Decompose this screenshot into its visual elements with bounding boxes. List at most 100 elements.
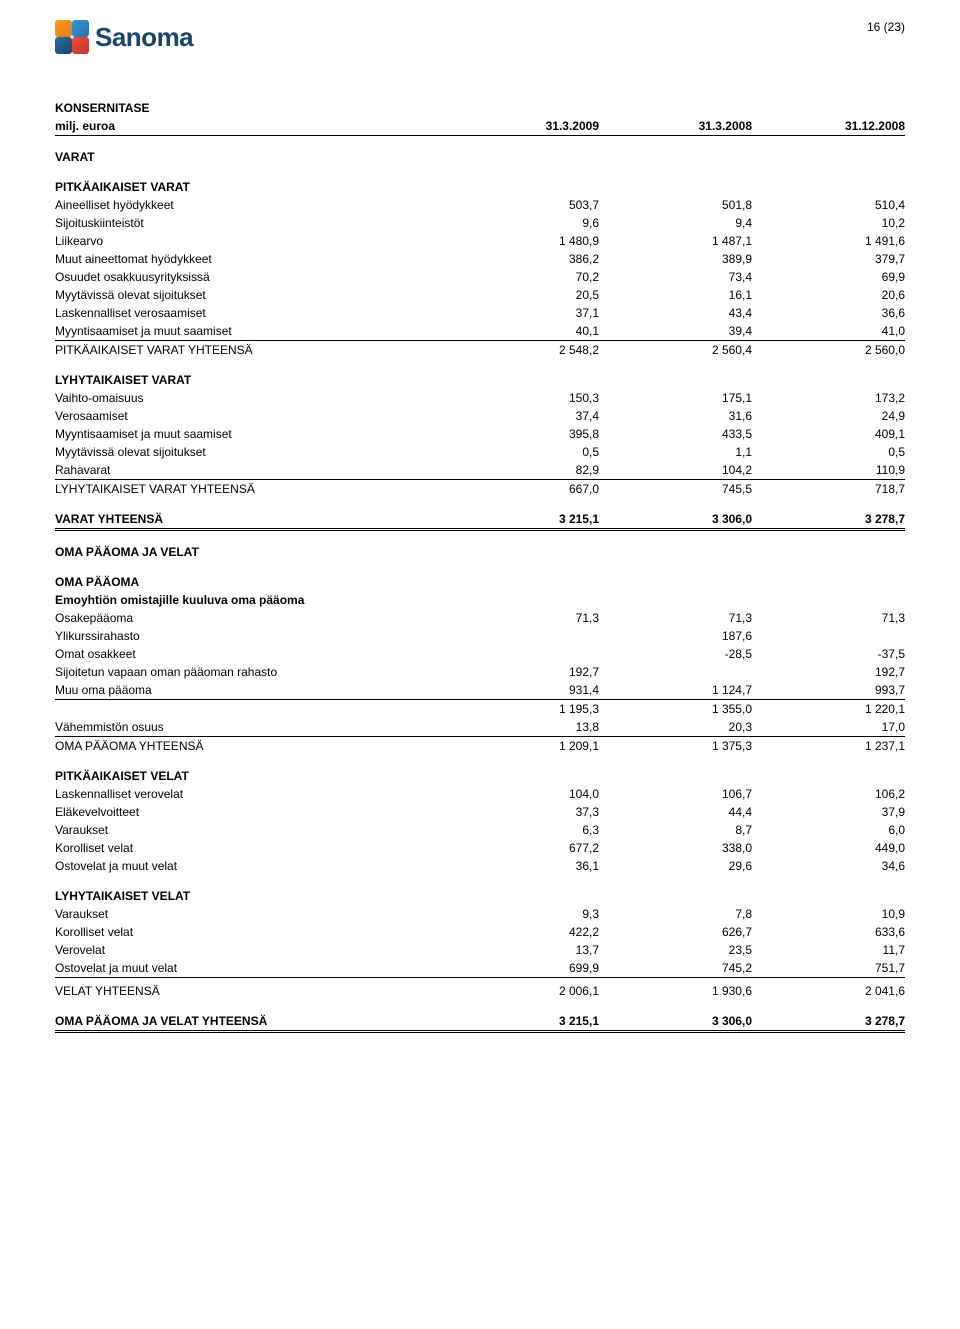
table-row: PITKÄAIKAISET VARAT YHTEENSÄ2 548,22 560… — [55, 341, 905, 360]
row-value: 10,2 — [752, 214, 905, 232]
row-value: 36,6 — [752, 304, 905, 322]
table-title-1: KONSERNITASE — [55, 99, 446, 117]
table-row: 1 195,31 355,01 220,1 — [55, 700, 905, 719]
row-value: 20,3 — [599, 718, 752, 737]
table-row: VARAT YHTEENSÄ3 215,13 306,03 278,7 — [55, 498, 905, 530]
row-value: 10,9 — [752, 905, 905, 923]
row-value: 433,5 — [599, 425, 752, 443]
table-row: Myytävissä olevat sijoitukset20,516,120,… — [55, 286, 905, 304]
col-header-2: 31.3.2008 — [599, 117, 752, 136]
row-value: 24,9 — [752, 407, 905, 425]
row-value: 1 480,9 — [446, 232, 599, 250]
row-value: 44,4 — [599, 803, 752, 821]
section-heading-row: PITKÄAIKAISET VARAT — [55, 166, 905, 196]
row-label: Laskennalliset verovelat — [55, 785, 446, 803]
row-value: 3 306,0 — [599, 498, 752, 530]
table-row: Varaukset6,38,76,0 — [55, 821, 905, 839]
row-value: 931,4 — [446, 681, 599, 700]
row-label: Myyntisaamiset ja muut saamiset — [55, 322, 446, 341]
row-value: 667,0 — [446, 480, 599, 499]
table-row: OMA PÄÄOMA YHTEENSÄ1 209,11 375,31 237,1 — [55, 737, 905, 756]
row-label: Liikearvo — [55, 232, 446, 250]
row-value: 379,7 — [752, 250, 905, 268]
row-label: Muu oma pääoma — [55, 681, 446, 700]
row-value — [446, 591, 599, 609]
table-row: Omat osakkeet-28,5-37,5 — [55, 645, 905, 663]
row-label: Vähemmistön osuus — [55, 718, 446, 737]
row-label: Ylikurssirahasto — [55, 627, 446, 645]
row-value: 69,9 — [752, 268, 905, 286]
table-row: Liikearvo1 480,91 487,11 491,6 — [55, 232, 905, 250]
table-row: Ostovelat ja muut velat36,129,634,6 — [55, 857, 905, 875]
row-label — [55, 700, 446, 719]
row-value: 3 215,1 — [446, 1000, 599, 1032]
logo-text: Sanoma — [95, 22, 193, 53]
row-label: Sijoituskiinteistöt — [55, 214, 446, 232]
row-value: 192,7 — [446, 663, 599, 681]
row-value: 104,2 — [599, 461, 752, 480]
table-row: Osakepääoma71,371,371,3 — [55, 609, 905, 627]
row-value: -37,5 — [752, 645, 905, 663]
table-row: LYHYTAIKAISET VARAT YHTEENSÄ667,0745,571… — [55, 480, 905, 499]
col-header-3: 31.12.2008 — [752, 117, 905, 136]
row-value: 2 560,4 — [599, 341, 752, 360]
row-value: 20,6 — [752, 286, 905, 304]
row-value: 699,9 — [446, 959, 599, 978]
table-row: Myyntisaamiset ja muut saamiset40,139,44… — [55, 322, 905, 341]
row-value: 3 215,1 — [446, 498, 599, 530]
section-heading: PITKÄAIKAISET VELAT — [55, 755, 446, 785]
section-heading: OMA PÄÄOMA — [55, 561, 446, 591]
row-value: 106,7 — [599, 785, 752, 803]
section-heading-row: VARAT — [55, 136, 905, 167]
row-value: 3 306,0 — [599, 1000, 752, 1032]
row-label: Rahavarat — [55, 461, 446, 480]
section-heading-row: PITKÄAIKAISET VELAT — [55, 755, 905, 785]
row-label: Ostovelat ja muut velat — [55, 857, 446, 875]
section-heading-row: LYHYTAIKAISET VELAT — [55, 875, 905, 905]
row-value — [599, 591, 752, 609]
row-value: 192,7 — [752, 663, 905, 681]
row-value: 389,9 — [599, 250, 752, 268]
table-row: Laskennalliset verovelat104,0106,7106,2 — [55, 785, 905, 803]
row-value: 36,1 — [446, 857, 599, 875]
row-value: 3 278,7 — [752, 498, 905, 530]
row-value: 1,1 — [599, 443, 752, 461]
row-value: 34,6 — [752, 857, 905, 875]
row-value: 2 560,0 — [752, 341, 905, 360]
section-heading: VARAT — [55, 136, 446, 167]
row-value: 626,7 — [599, 923, 752, 941]
table-row: Myytävissä olevat sijoitukset0,51,10,5 — [55, 443, 905, 461]
row-label: Laskennalliset verosaamiset — [55, 304, 446, 322]
table-row: Vaihto-omaisuus150,3175,1173,2 — [55, 389, 905, 407]
table-row: Ostovelat ja muut velat699,9745,2751,7 — [55, 959, 905, 978]
row-label: Myytävissä olevat sijoitukset — [55, 286, 446, 304]
row-label: Korolliset velat — [55, 839, 446, 857]
row-value: 718,7 — [752, 480, 905, 499]
table-row: Verovelat13,723,511,7 — [55, 941, 905, 959]
row-value: 3 278,7 — [752, 1000, 905, 1032]
row-value: 71,3 — [752, 609, 905, 627]
balance-sheet-table: KONSERNITASE milj. euroa 31.3.2009 31.3.… — [55, 99, 905, 1033]
table-row: Emoyhtiön omistajille kuuluva oma pääoma — [55, 591, 905, 609]
row-value: 993,7 — [752, 681, 905, 700]
row-value: 40,1 — [446, 322, 599, 341]
row-value: 104,0 — [446, 785, 599, 803]
row-value: 2 548,2 — [446, 341, 599, 360]
row-value: 37,3 — [446, 803, 599, 821]
table-row: Rahavarat82,9104,2110,9 — [55, 461, 905, 480]
row-value: 37,1 — [446, 304, 599, 322]
row-value: 1 195,3 — [446, 700, 599, 719]
section-heading: PITKÄAIKAISET VARAT — [55, 166, 446, 196]
row-value: 110,9 — [752, 461, 905, 480]
row-value: 71,3 — [599, 609, 752, 627]
table-row: Muu oma pääoma931,41 124,7993,7 — [55, 681, 905, 700]
row-value: 150,3 — [446, 389, 599, 407]
row-value: 8,7 — [599, 821, 752, 839]
row-value: 31,6 — [599, 407, 752, 425]
row-value: 41,0 — [752, 322, 905, 341]
table-title-2: milj. euroa — [55, 117, 446, 136]
row-value: 2 006,1 — [446, 978, 599, 1001]
row-label: VELAT YHTEENSÄ — [55, 978, 446, 1001]
row-value: 9,6 — [446, 214, 599, 232]
row-value: 745,5 — [599, 480, 752, 499]
